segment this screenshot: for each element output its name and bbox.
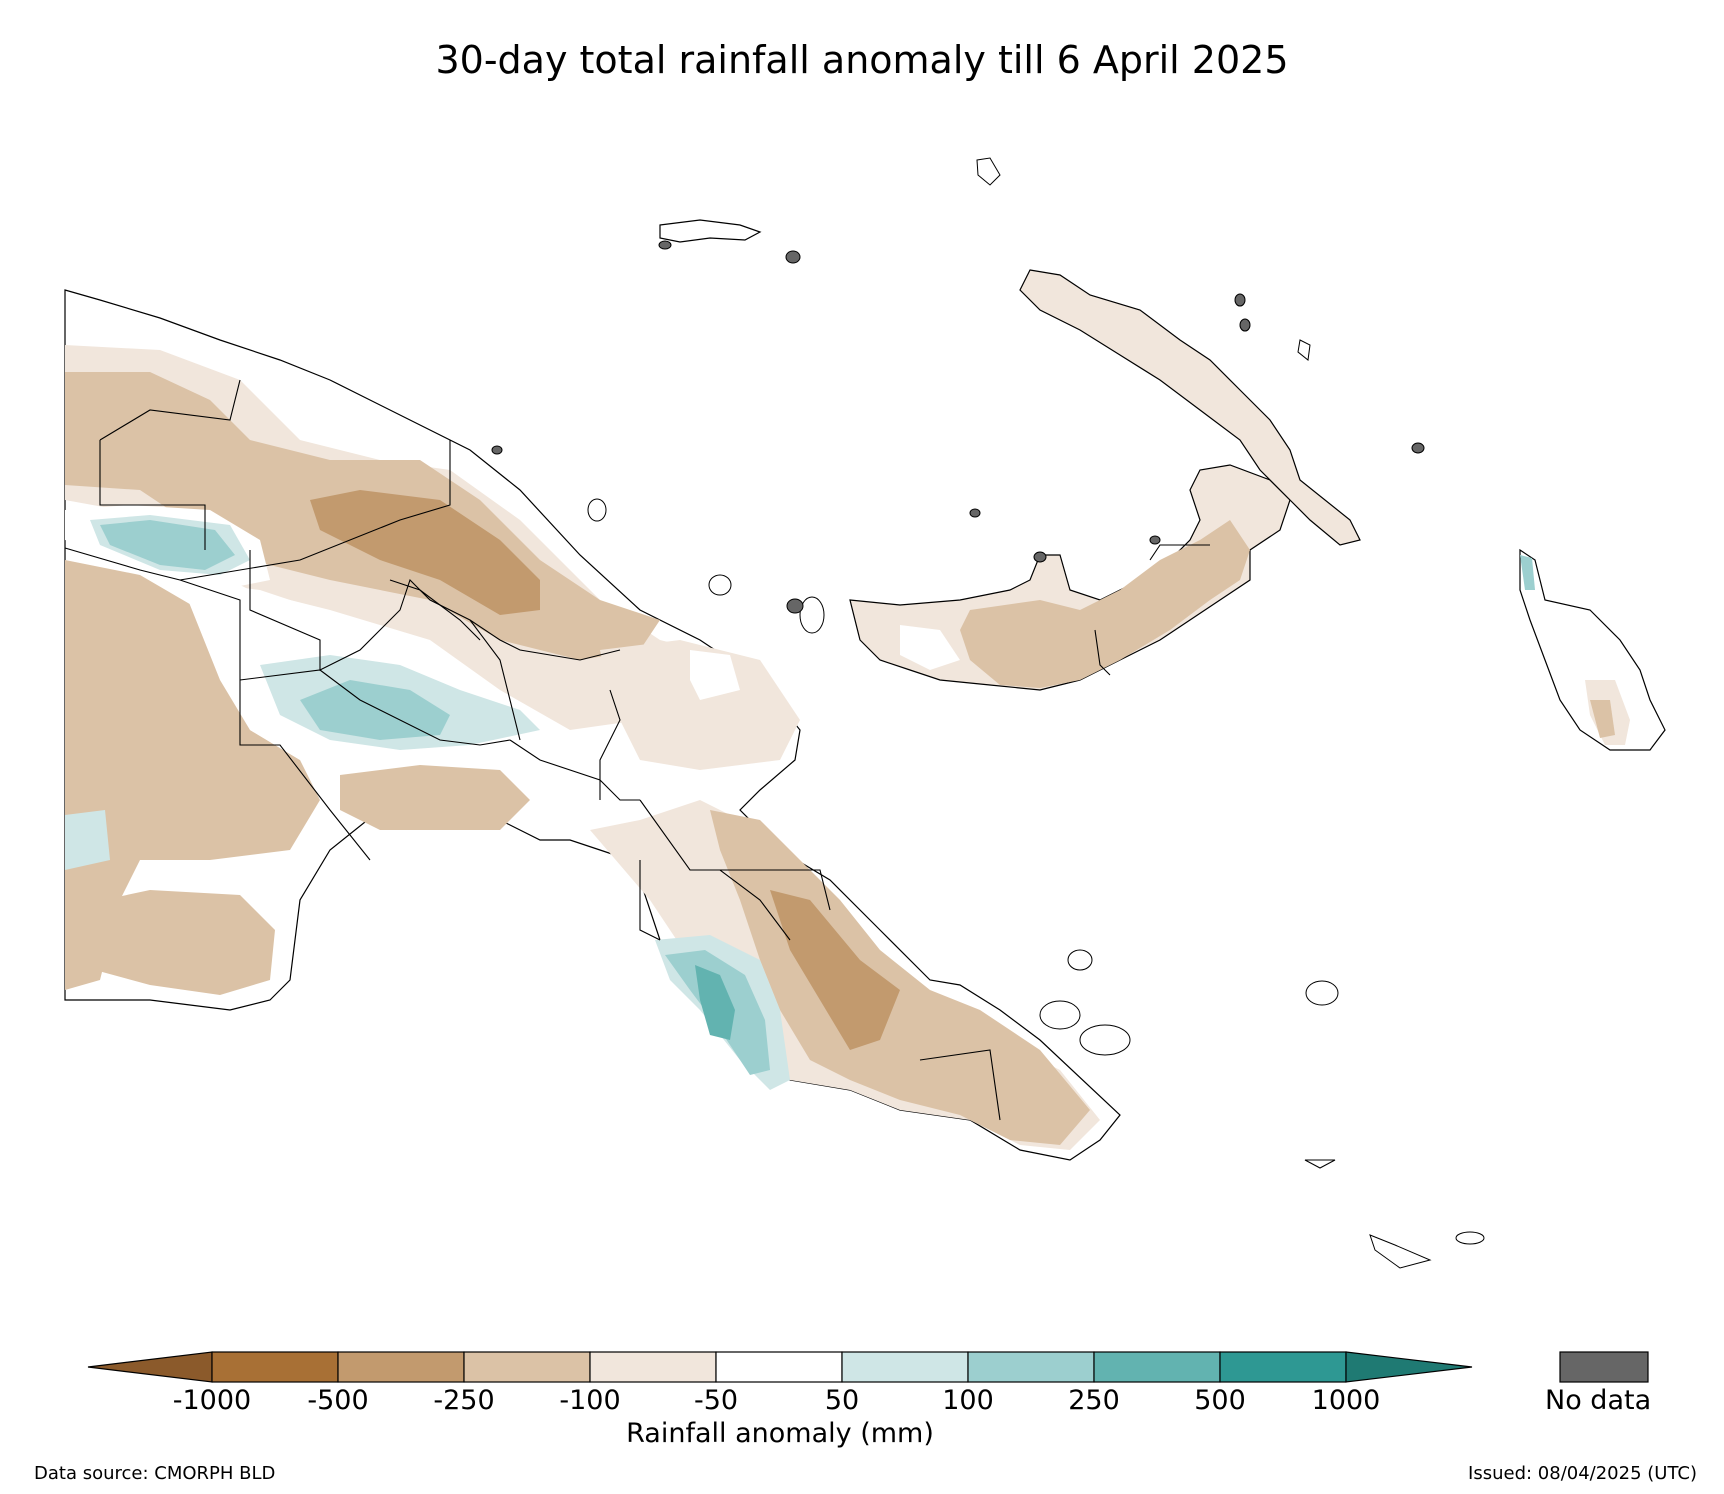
anomaly-brown-papuan-tail <box>770 890 900 1050</box>
colorbar-segment <box>211 1351 339 1383</box>
colorbar-tick-label: -250 <box>433 1385 495 1416</box>
anomaly-brown-bougainville <box>1590 700 1615 738</box>
colorbar-segment <box>967 1351 1095 1383</box>
colorbar-tick-label: 250 <box>1068 1385 1120 1416</box>
issued-date: Issued: 08/04/2025 (UTC) <box>1468 1463 1697 1484</box>
anomaly-blue-small-west <box>65 810 110 870</box>
colorbar-segment <box>1219 1351 1347 1383</box>
anomaly-tan-south-lobe <box>75 890 275 995</box>
colorbar-segment <box>1093 1351 1221 1383</box>
colorbar-tick-label: 500 <box>1194 1385 1246 1416</box>
anomaly-tan-new-britain <box>960 520 1250 688</box>
colorbar-extend-high <box>1345 1351 1473 1383</box>
anomaly-white-east-lowland <box>690 650 740 700</box>
colorbar-label: Rainfall anomaly (mm) <box>626 1418 934 1449</box>
anomaly-brown-north <box>310 490 540 615</box>
anomaly-tan-south-west <box>65 560 320 990</box>
colorbar-segment <box>463 1351 591 1383</box>
data-source: Data source: CMORPH BLD <box>34 1463 276 1484</box>
anomaly-white-new-britain <box>900 625 960 670</box>
province-boundaries <box>64 379 1001 1121</box>
anomaly-teal-central <box>300 680 450 740</box>
new-ireland <box>1019 269 1361 546</box>
colorbar-tick-label: -50 <box>693 1385 739 1416</box>
colorbar-extend-low <box>87 1351 213 1383</box>
no-data-islands <box>491 240 1425 614</box>
colorbar-segment <box>337 1351 465 1383</box>
anomaly-tan-papuan-tail <box>710 810 1090 1145</box>
colorbar-tick-label: 100 <box>942 1385 994 1416</box>
anomaly-teal-west <box>100 520 235 570</box>
anomaly-deepteal-gulf-coast <box>695 965 735 1040</box>
manus-island <box>659 219 762 243</box>
anomaly-tan-south-coast <box>340 765 530 830</box>
small-islands <box>587 157 1485 1269</box>
colorbar <box>87 1351 1473 1383</box>
bougainville-landmass <box>1519 548 1666 751</box>
new-britain <box>849 464 1291 691</box>
colorbar-segment <box>589 1351 717 1383</box>
bougainville <box>1519 548 1666 751</box>
colorbar-segment <box>715 1351 843 1383</box>
anomaly-blue-bougainville <box>1520 555 1535 590</box>
colorbar-tick-label: -1000 <box>172 1385 252 1416</box>
no-data-swatch <box>1559 1351 1649 1383</box>
no-data-label: No data <box>1545 1385 1652 1416</box>
colorbar-tick-label: -500 <box>307 1385 369 1416</box>
colorbar-segment <box>841 1351 969 1383</box>
new-britain-boundary <box>1094 544 1210 676</box>
anomaly-lightbrown-east-lowland <box>600 640 800 770</box>
colorbar-tick-label: 1000 <box>1311 1385 1381 1416</box>
map-title: 30-day total rainfall anomaly till 6 Apr… <box>435 38 1289 82</box>
colorbar-tick-label: 50 <box>824 1385 860 1416</box>
colorbar-tick-label: -100 <box>559 1385 621 1416</box>
mainland <box>64 289 1121 1161</box>
